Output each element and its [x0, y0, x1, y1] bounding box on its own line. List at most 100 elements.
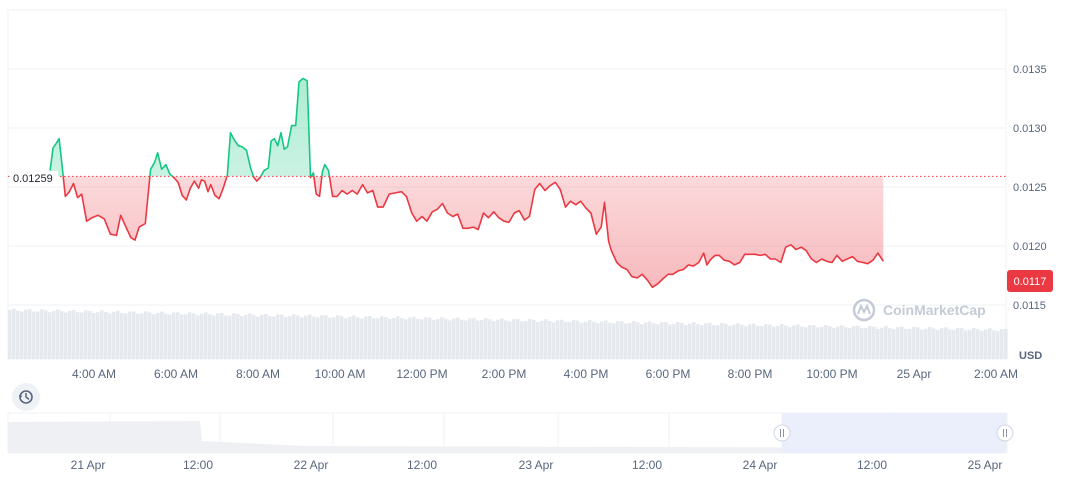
volume-bar [68, 310, 72, 359]
volume-bar [508, 321, 512, 359]
volume-bar [704, 323, 708, 359]
volume-bar [788, 327, 792, 359]
volume-bar [716, 325, 720, 359]
volume-bar [576, 320, 580, 359]
volume-bar [776, 325, 780, 359]
coinmarketcap-logo-icon [852, 298, 876, 322]
navigator-x-label: 12:00 [183, 458, 213, 472]
volume-bar [896, 327, 900, 359]
navigator-volume [8, 421, 1006, 453]
volume-bar [592, 321, 596, 359]
open-price-label-bg [10, 171, 58, 186]
volume-bar [340, 316, 344, 359]
volume-bar [560, 319, 564, 359]
volume-bar [484, 318, 488, 359]
area-below-open [50, 176, 884, 288]
volume-bar [176, 312, 180, 359]
volume-bar [912, 326, 916, 359]
volume-bar [156, 312, 160, 359]
volume-bar [372, 318, 376, 359]
volume-bar [888, 327, 892, 359]
volume-bar [768, 324, 772, 359]
navigator-selection[interactable] [782, 413, 1006, 453]
range-navigator[interactable]: 21 Apr 12:00 22 Apr 12:00 23 Apr 12:00 24 Apr 1… [7, 412, 1014, 472]
navigator-x-label: 12:00 [632, 458, 662, 472]
volume-bar [796, 324, 800, 359]
volume-bar [144, 311, 148, 359]
volume-bar [840, 325, 844, 359]
volume-bar [536, 322, 540, 359]
volume-bar [992, 330, 996, 359]
volume-bar [416, 319, 420, 359]
volume-bar [708, 322, 712, 359]
volume-bar [76, 312, 80, 359]
volume-bar [108, 313, 112, 359]
volume-bar [624, 323, 628, 359]
volume-bar [700, 325, 704, 359]
volume-bar [60, 311, 64, 359]
volume-bar [740, 324, 744, 359]
x-tick-label: 4:00 PM [564, 367, 609, 381]
x-tick-label: 2:00 AM [974, 367, 1018, 381]
volume-bar [472, 318, 476, 359]
volume-bar [312, 316, 316, 359]
volume-bar [832, 327, 836, 359]
volume-bar [388, 319, 392, 359]
volume-bar [904, 328, 908, 359]
x-tick-label: 10:00 AM [315, 367, 366, 381]
volume-bar [220, 312, 224, 359]
volume-bar [908, 329, 912, 359]
volume-bar [656, 324, 660, 359]
volume-bar [748, 324, 752, 359]
x-tick-label: 12:00 PM [396, 367, 447, 381]
volume-bar [352, 315, 356, 359]
volume-bar [936, 330, 940, 359]
history-button[interactable] [12, 383, 40, 411]
volume-bar [640, 324, 644, 359]
area-above-open [50, 78, 330, 177]
volume-bar [428, 317, 432, 359]
volume-bar [280, 314, 284, 359]
volume-bar [328, 317, 332, 359]
volume-bar [996, 331, 1000, 359]
volume-bar [844, 327, 848, 359]
volume-bar [216, 313, 220, 359]
volume-bar [300, 317, 304, 359]
volume-bar [632, 321, 636, 359]
volume-bar [760, 326, 764, 359]
volume-bar [384, 316, 388, 359]
volume-bar [64, 312, 68, 359]
volume-bar [232, 313, 236, 359]
volume-bar [24, 309, 28, 359]
volume-bar [668, 324, 672, 359]
volume-bar [984, 329, 988, 359]
volume-bar [440, 317, 444, 359]
volume-bar [212, 315, 216, 359]
volume-bar [736, 323, 740, 359]
volume-bar [136, 313, 140, 359]
volume-bar [648, 321, 652, 359]
volume-bar [444, 318, 448, 359]
volume-bar [56, 309, 60, 359]
volume-bar [596, 323, 600, 359]
volume-bar [500, 318, 504, 359]
volume-bar [240, 316, 244, 359]
x-tick-label: 6:00 PM [646, 367, 691, 381]
volume-bar [868, 325, 872, 359]
y-tick-label: 0.0120 [1013, 241, 1047, 253]
volume-bar [636, 322, 640, 359]
navigator-left-handle[interactable] [773, 424, 791, 442]
volume-bar [676, 321, 680, 359]
volume-bar [204, 312, 208, 359]
volume-bar [480, 320, 484, 359]
volume-bar [364, 316, 368, 359]
navigator-right-handle[interactable] [996, 424, 1014, 442]
x-tick-label: 4:00 AM [72, 367, 116, 381]
volume-bar [772, 326, 776, 359]
volume-bar [820, 326, 824, 359]
volume-bar [916, 327, 920, 359]
volume-bar [952, 330, 956, 359]
volume-bar [116, 310, 120, 359]
volume-bar [872, 326, 876, 359]
